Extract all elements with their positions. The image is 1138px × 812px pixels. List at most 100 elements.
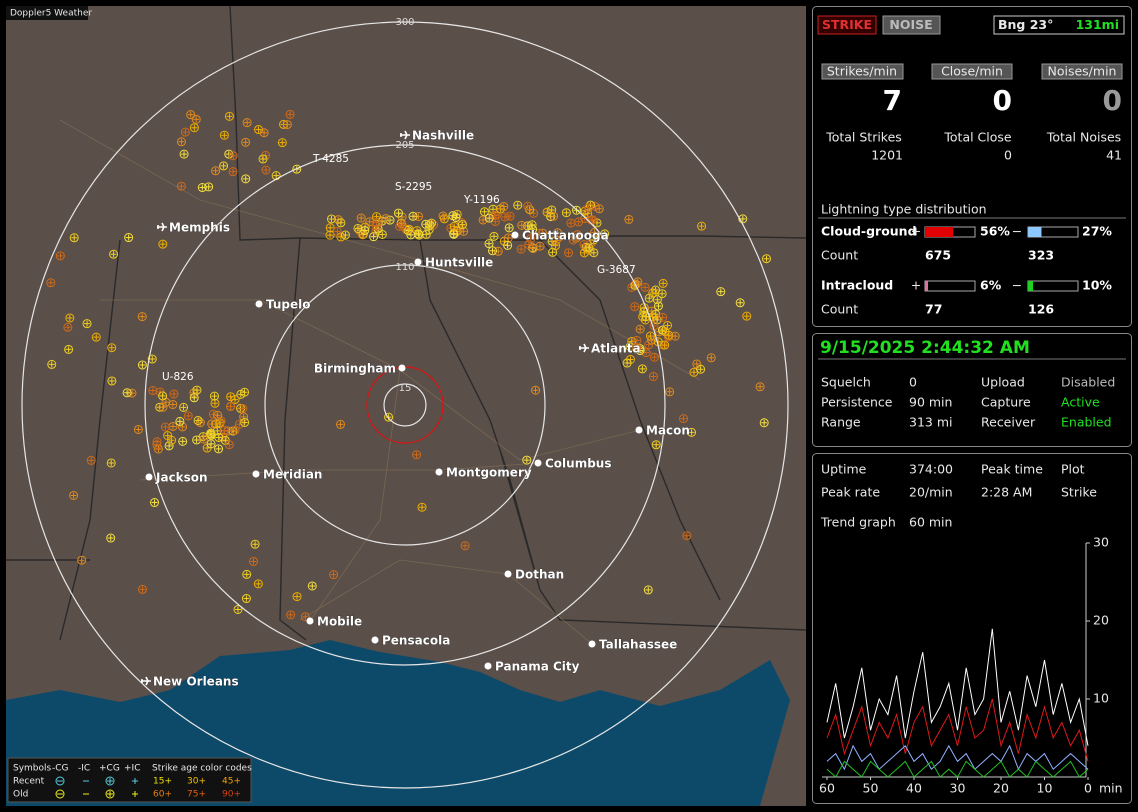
strike-symbol-cross: [107, 535, 114, 542]
strike-symbol-cross: [373, 219, 380, 226]
stat-cell: 374:00: [909, 462, 953, 477]
setting-cell: Squelch: [821, 375, 871, 390]
strike-symbol: [137, 312, 147, 322]
strike-symbol-cross: [585, 204, 592, 211]
strike-button[interactable]: [817, 15, 877, 35]
strike-symbol-cross: [646, 295, 653, 302]
strike-symbol-cross: [574, 231, 581, 238]
strike-symbol-cross: [548, 207, 555, 214]
strike-symbol: [91, 332, 101, 342]
strike-symbol-cross: [553, 237, 560, 244]
legend-row-label: Old: [13, 790, 28, 800]
age-code: 60+: [153, 790, 172, 800]
strike-symbol-cross: [168, 437, 175, 444]
strike-symbol-cross: [650, 373, 657, 380]
strike-button-label[interactable]: STRIKE: [822, 17, 872, 32]
strike-symbol-cross: [176, 418, 183, 425]
strike-symbol: [224, 111, 234, 121]
strike-symbol-cross: [200, 436, 207, 443]
strike-symbol-cross: [591, 229, 598, 236]
strike-symbol: [549, 211, 559, 221]
percent: 6%: [980, 278, 1002, 293]
strike-symbol-cross: [208, 440, 215, 447]
strike-symbol: [665, 387, 675, 397]
strike-symbol-cross: [567, 220, 574, 227]
rate-value: 0: [993, 84, 1012, 117]
strike-symbol-cross: [585, 244, 592, 251]
strike-symbol-cross: [287, 111, 294, 118]
strike-symbol: [742, 311, 752, 321]
strike-symbol: [213, 410, 223, 420]
strike-symbol: [82, 319, 92, 329]
strike-symbol-cross: [375, 225, 382, 232]
strike-symbol: [625, 342, 635, 352]
city-dot: [398, 364, 406, 372]
strike-symbol: [137, 360, 147, 370]
strike-symbol-cross: [279, 139, 286, 146]
strike-symbol: [106, 533, 116, 543]
stats-panel: Uptime 374:00 Peak time Plot Peak rate 20/min…: [812, 453, 1132, 804]
sign: +: [911, 278, 921, 293]
strike-symbol: [679, 414, 689, 424]
strike-symbol: [333, 215, 343, 225]
strike-symbol-cross: [221, 132, 228, 139]
strike-symbol: [219, 161, 229, 171]
strike-symbol-cross: [693, 360, 700, 367]
strike-symbol-cross: [193, 436, 200, 443]
noise-button[interactable]: [882, 15, 941, 35]
strike-symbol-cross: [180, 404, 187, 411]
strike-symbol-cross: [529, 221, 536, 228]
strike-symbol-cross: [255, 126, 262, 133]
strike-symbol-cross: [235, 606, 242, 613]
setting-cell: 0: [909, 375, 917, 390]
strike-symbol: [627, 336, 637, 346]
city-dot: [534, 459, 542, 467]
strike-symbol: [325, 230, 335, 240]
strike-symbol-cross: [354, 225, 361, 232]
strike-symbol-cross: [334, 228, 341, 235]
setting-cell: 313 mi: [909, 415, 952, 430]
strike-symbol: [412, 450, 422, 460]
strike-symbol-cross: [524, 203, 531, 210]
age-code: 45+: [222, 777, 241, 787]
strike-symbol-cross: [241, 419, 248, 426]
storm-label: G-3687: [597, 264, 636, 276]
age-code: 75+: [187, 790, 206, 800]
strike-symbol: [586, 200, 596, 210]
strike-symbol-cross: [327, 224, 334, 231]
strike-symbol: [250, 539, 260, 549]
stat-cell: Plot: [1061, 462, 1085, 477]
strike-symbol: [395, 221, 405, 231]
strike-symbol: [459, 226, 469, 236]
strike-symbol-cross: [648, 337, 655, 344]
strike-symbol: [631, 279, 641, 289]
strike-symbol-cross: [261, 129, 268, 136]
strike-symbol-cross: [185, 412, 192, 419]
strike-symbol-cross: [489, 247, 496, 254]
city-label: Atlanta: [591, 342, 641, 356]
strike-symbol: [242, 569, 252, 579]
noise-button-label[interactable]: NOISE: [889, 17, 932, 32]
strike-symbol-cross: [93, 334, 100, 341]
strike-symbol: [122, 388, 132, 398]
strike-symbol-cross: [683, 532, 690, 539]
sign: −: [1012, 278, 1022, 293]
strike-symbol-cross: [48, 361, 55, 368]
x-tick-label: 50: [863, 781, 879, 796]
strike-symbol-cross: [337, 219, 344, 226]
strike-symbol: [651, 285, 661, 295]
strike-symbol: [505, 211, 515, 221]
strike-symbol-cross: [631, 303, 638, 310]
strike-symbol-cross: [651, 354, 658, 361]
strike-symbol: [189, 393, 199, 403]
strike-symbol-cross: [64, 324, 71, 331]
strike-symbol: [307, 581, 317, 591]
strike-symbol-cross: [135, 426, 142, 433]
strike-symbol-cross: [661, 342, 668, 349]
settings-panel: 9/15/2025 2:44:32 AM Squelch 0 Upload Disab…: [812, 333, 1132, 447]
total-label: Total Noises: [1046, 130, 1121, 145]
x-tick-label: 60: [819, 781, 835, 796]
city-label: Columbus: [545, 457, 612, 471]
legend-header: -CG: [52, 764, 69, 774]
